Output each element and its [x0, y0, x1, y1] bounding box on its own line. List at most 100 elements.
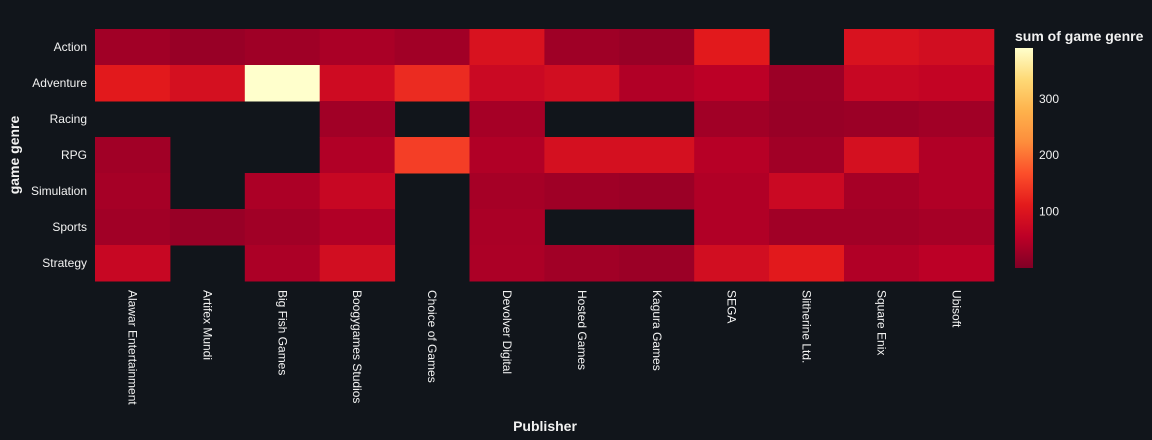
heatmap-cell-sports-slitherine-ltd [769, 209, 845, 246]
heatmap-cell-racing-ubisoft [918, 101, 995, 138]
colorbar-tick-200: 200 [1039, 148, 1059, 162]
heatmap-cell-action-choice-of-games [394, 29, 470, 66]
y-tick-simulation: Simulation [31, 184, 87, 198]
colorbar-tick-100: 100 [1039, 205, 1059, 219]
heatmap-cell-sports-artifex-mundi [169, 209, 246, 246]
heatmap-cell-adventure-artifex-mundi [169, 65, 246, 102]
heatmap-cell-rpg-square-enix [844, 137, 920, 174]
heatmap-cell-rpg-slitherine-ltd [769, 137, 845, 174]
x-tick-square-enix: Square Enix [874, 290, 888, 355]
heatmap-cell-rpg-hosted-games [544, 137, 620, 174]
heatmap-cell-adventure-big-fish-games [244, 65, 321, 102]
heatmap-cell-adventure-alawar-entertainment [95, 65, 171, 102]
heatmap-cell-racing-sega [694, 101, 770, 138]
heatmap-cell-strategy-ubisoft [918, 245, 995, 282]
heatmap-cell-rpg-alawar-entertainment [95, 137, 171, 174]
y-tick-action: Action [54, 40, 87, 54]
x-tick-big-fish-games: Big Fish Games [275, 290, 289, 375]
heatmap-cell-simulation-ubisoft [918, 173, 995, 210]
y-tick-adventure: Adventure [32, 76, 87, 90]
heatmap-cell-adventure-hosted-games [544, 65, 620, 102]
x-tick-devolver-digital: Devolver Digital [500, 290, 514, 374]
heatmap-cell-action-devolver-digital [469, 29, 545, 66]
heatmap-cell-strategy-kagura-games [619, 245, 695, 282]
y-tick-racing: Racing [50, 112, 87, 126]
heatmap-cell-adventure-choice-of-games [394, 65, 470, 102]
heatmap-cell-strategy-square-enix [844, 245, 920, 282]
x-tick-sega: SEGA [725, 290, 739, 323]
heatmap-cell-simulation-alawar-entertainment [95, 173, 171, 210]
x-tick-labels: Alawar Entertainment Artifex Mundi Big Fis… [125, 290, 963, 405]
heatmap-cell-rpg-ubisoft [918, 137, 995, 174]
heatmap-cell-sports-ubisoft [918, 209, 995, 246]
heatmap-cell-sports-big-fish-games [244, 209, 321, 246]
heatmap-cell-rpg-boogygames-studios [319, 137, 396, 174]
heatmap-cell-action-sega [694, 29, 770, 66]
heatmap-cell-simulation-hosted-games [544, 173, 620, 210]
heatmap-cell-strategy-devolver-digital [469, 245, 545, 282]
heatmap-cell-sports-alawar-entertainment [95, 209, 171, 246]
heatmap-cell-strategy-big-fish-games [244, 245, 321, 282]
heatmap-cell-simulation-sega [694, 173, 770, 210]
y-axis-title: game genre [6, 115, 22, 194]
heatmap-cell-simulation-big-fish-games [244, 173, 321, 210]
y-tick-rpg: RPG [61, 148, 87, 162]
x-tick-ubisoft: Ubisoft [949, 290, 963, 328]
heatmap-cell-adventure-slitherine-ltd [769, 65, 845, 102]
colorbar: sum of game genre 100 200 300 [1015, 28, 1144, 268]
heatmap-cell-rpg-devolver-digital [469, 137, 545, 174]
heatmap-cell-racing-square-enix [844, 101, 920, 138]
heatmap-cell-racing-boogygames-studios [319, 101, 396, 138]
heatmap-cell-adventure-square-enix [844, 65, 920, 102]
heatmap-cell-strategy-alawar-entertainment [95, 245, 171, 282]
heatmap-cell-action-big-fish-games [244, 29, 321, 66]
heatmap-cell-strategy-slitherine-ltd [769, 245, 845, 282]
heatmap-cell-sports-square-enix [844, 209, 920, 246]
heatmap-cell-action-artifex-mundi [169, 29, 246, 66]
x-tick-choice-of-games: Choice of Games [425, 290, 439, 383]
heatmap-cell-adventure-devolver-digital [469, 65, 545, 102]
colorbar-gradient [1015, 48, 1033, 268]
heatmap-cell-rpg-choice-of-games [394, 137, 470, 174]
x-tick-kagura-games: Kagura Games [650, 290, 664, 371]
heatmap-cell-racing-slitherine-ltd [769, 101, 845, 138]
x-tick-alawar-entertainment: Alawar Entertainment [125, 290, 139, 405]
colorbar-title: sum of game genre [1015, 28, 1144, 44]
heatmap-cell-rpg-kagura-games [619, 137, 695, 174]
x-tick-artifex-mundi: Artifex Mundi [200, 290, 214, 360]
x-axis-title: Publisher [513, 418, 577, 434]
heatmap-cell-strategy-boogygames-studios [319, 245, 396, 282]
heatmap-cells [95, 29, 995, 282]
heatmap-cell-adventure-boogygames-studios [319, 65, 396, 102]
heatmap-cell-simulation-kagura-games [619, 173, 695, 210]
heatmap-cell-adventure-sega [694, 65, 770, 102]
heatmap-cell-strategy-hosted-games [544, 245, 620, 282]
heatmap-cell-simulation-slitherine-ltd [769, 173, 845, 210]
y-tick-strategy: Strategy [42, 256, 87, 270]
x-tick-slitherine-ltd: Slitherine Ltd. [800, 290, 814, 363]
y-tick-labels: Action Adventure Racing RPG Simulation Sports… [31, 40, 87, 270]
y-tick-sports: Sports [52, 220, 87, 234]
heatmap-cell-sports-devolver-digital [469, 209, 545, 246]
heatmap-cell-racing-devolver-digital [469, 101, 545, 138]
heatmap-cell-sports-sega [694, 209, 770, 246]
heatmap-cell-action-ubisoft [918, 29, 995, 66]
heatmap-cell-action-kagura-games [619, 29, 695, 66]
heatmap-cell-action-square-enix [844, 29, 920, 66]
heatmap-cell-simulation-devolver-digital [469, 173, 545, 210]
heatmap-cell-action-boogygames-studios [319, 29, 396, 66]
colorbar-ticks: 100 200 300 [1039, 92, 1059, 219]
heatmap-cell-adventure-ubisoft [918, 65, 995, 102]
heatmap-cell-sports-boogygames-studios [319, 209, 396, 246]
heatmap-cell-simulation-boogygames-studios [319, 173, 396, 210]
colorbar-tick-300: 300 [1039, 92, 1059, 106]
x-tick-boogygames-studios: Boogygames Studios [350, 290, 364, 403]
heatmap-cell-action-hosted-games [544, 29, 620, 66]
heatmap-cell-rpg-sega [694, 137, 770, 174]
x-tick-hosted-games: Hosted Games [575, 290, 589, 370]
heatmap-cell-adventure-kagura-games [619, 65, 695, 102]
heatmap-cell-simulation-square-enix [844, 173, 920, 210]
heatmap-cell-action-alawar-entertainment [95, 29, 171, 66]
